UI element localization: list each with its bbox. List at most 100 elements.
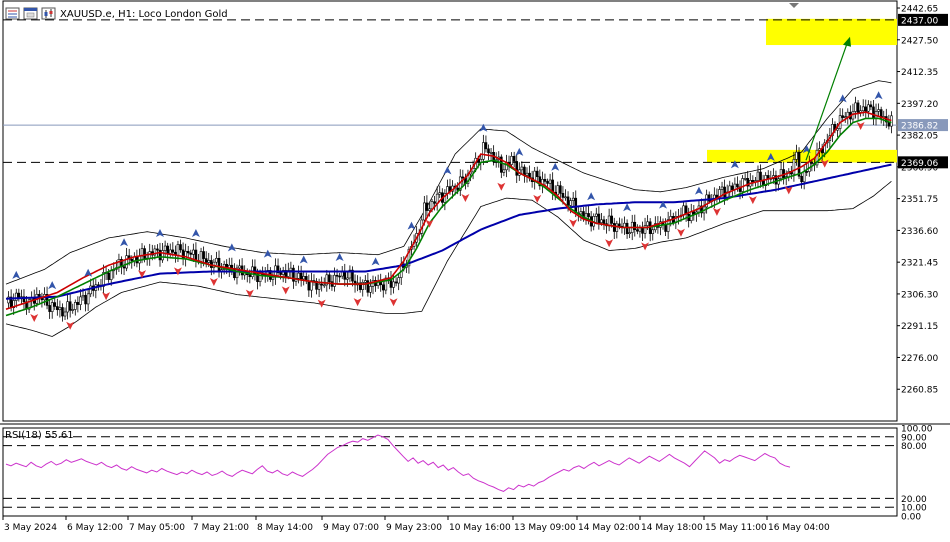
fractal-down-arrow xyxy=(353,298,362,307)
chart-shift-marker[interactable] xyxy=(789,3,799,8)
candle xyxy=(756,165,760,189)
candle-body xyxy=(207,260,211,263)
fractal-down-arrow xyxy=(317,299,326,308)
chart-list-icon[interactable] xyxy=(5,7,20,20)
chart-bars-icon[interactable] xyxy=(41,7,56,20)
fractal-up-arrow xyxy=(84,268,93,277)
candle-body xyxy=(343,271,347,280)
candle-body xyxy=(397,277,400,284)
candle-body xyxy=(864,106,868,112)
candle xyxy=(168,243,172,259)
candle-body xyxy=(646,221,649,226)
candle-body xyxy=(53,302,57,307)
rsi-tick-label: 80.00 xyxy=(901,442,927,452)
candle-body xyxy=(815,149,819,166)
fractal-up-arrow xyxy=(155,229,164,238)
candle xyxy=(204,251,208,268)
candle xyxy=(312,274,316,286)
candle xyxy=(217,250,221,278)
candle xyxy=(302,271,306,286)
candle xyxy=(759,164,762,188)
candle xyxy=(787,168,791,182)
candle xyxy=(636,224,639,235)
candle xyxy=(394,277,398,287)
candle xyxy=(541,171,544,194)
candle-body xyxy=(210,260,213,268)
fractal-up-arrow xyxy=(766,152,775,161)
candle-body xyxy=(12,300,15,308)
candle-body xyxy=(61,307,64,317)
candle-body xyxy=(292,267,295,282)
candle xyxy=(351,266,354,287)
fractal-up-arrow xyxy=(623,203,632,212)
candle-body xyxy=(299,272,303,280)
candle-body xyxy=(872,106,875,119)
candle xyxy=(597,206,601,230)
candle-body xyxy=(543,178,547,182)
candle-body xyxy=(284,270,288,277)
candle-body xyxy=(394,281,398,284)
candle xyxy=(841,108,844,122)
candle-body xyxy=(720,186,724,190)
chart-window-icon[interactable] xyxy=(23,7,38,20)
candle-body xyxy=(289,267,293,271)
candle-body xyxy=(199,251,203,262)
candle-body xyxy=(66,301,69,313)
main-plot-frame xyxy=(2,0,898,422)
candle-body xyxy=(322,284,326,287)
candle-body xyxy=(525,172,529,176)
candle-body xyxy=(566,196,570,206)
candle-body xyxy=(802,171,806,183)
fractal-up-arrow xyxy=(479,123,488,132)
rsi-tick-label: 20.00 xyxy=(901,495,927,505)
candle-body xyxy=(512,155,516,162)
fractal-down-arrow xyxy=(497,182,506,191)
candle-body xyxy=(831,124,834,137)
candle-body xyxy=(215,257,218,263)
fractal-down-arrow xyxy=(461,193,470,202)
candle xyxy=(30,291,33,308)
price-marker-box xyxy=(898,13,948,26)
candle xyxy=(877,103,880,116)
fractal-down-arrow xyxy=(102,292,111,301)
fractal-up-arrow xyxy=(191,228,200,237)
candle-body xyxy=(73,302,77,310)
candle-body xyxy=(587,213,590,217)
candle xyxy=(610,208,613,228)
candle xyxy=(40,292,44,308)
candle xyxy=(625,219,629,239)
candle xyxy=(58,300,62,318)
candle xyxy=(502,163,506,177)
price-tick-label: 2260.85 xyxy=(901,386,938,396)
candle-body xyxy=(618,223,621,227)
candle xyxy=(500,154,503,179)
candle xyxy=(238,259,241,276)
candle-body xyxy=(759,171,762,182)
candle xyxy=(718,186,721,203)
fractal-up-arrow xyxy=(12,270,21,279)
candle xyxy=(86,289,90,311)
support-zone xyxy=(707,149,897,163)
fractal-up-arrow xyxy=(371,257,380,266)
candle-body xyxy=(823,142,827,154)
candle-body xyxy=(484,142,488,150)
candle xyxy=(356,275,359,292)
candle-body xyxy=(597,213,601,223)
candle xyxy=(869,100,873,111)
candle-body xyxy=(643,225,647,234)
candle-body xyxy=(612,223,616,232)
candle xyxy=(253,259,257,281)
candle-body xyxy=(731,185,734,191)
candle xyxy=(633,214,637,237)
candle-body xyxy=(189,252,193,255)
candle-body xyxy=(161,250,164,261)
candle xyxy=(792,151,796,182)
fractal-down-arrow xyxy=(641,242,650,251)
candle xyxy=(466,169,470,188)
time-tick-label: 10 May 16:00 xyxy=(449,523,511,533)
candle xyxy=(571,192,575,207)
candle-body xyxy=(389,278,393,288)
candle xyxy=(135,249,139,268)
